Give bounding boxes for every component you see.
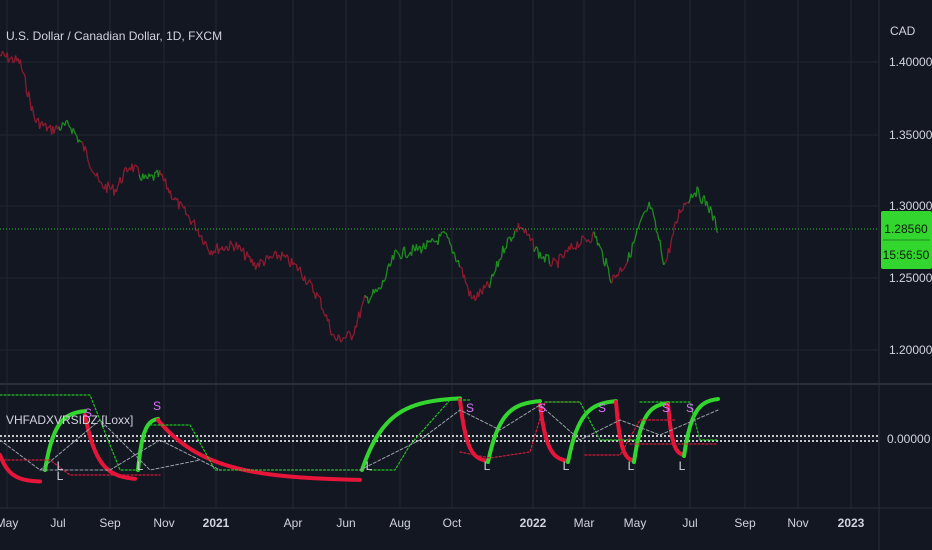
short-signal-marker: S: [686, 401, 694, 415]
price-tick-label: 1.40000: [889, 55, 932, 69]
long-signal-marker: L: [628, 459, 635, 473]
price-series[interactable]: [0, 50, 719, 343]
currency-label: CAD: [890, 24, 916, 38]
short-signal-marker: S: [153, 399, 161, 413]
time-tick-label: May: [0, 516, 18, 530]
long-signal-marker: L: [563, 459, 570, 473]
countdown-timer: 15:56:50: [883, 248, 930, 262]
time-axis[interactable]: May Jul Sep Nov 2021 Apr Jun Aug Oct 2022 Mar May Ju…: [0, 516, 865, 530]
time-tick-label: Apr: [284, 516, 303, 530]
time-tick-label: Jul: [682, 516, 697, 530]
time-tick-label: 2021: [203, 516, 230, 530]
indicator-axis-zero: 0.00000: [887, 432, 931, 446]
time-tick-label: May: [624, 516, 647, 530]
price-tick-label: 1.25000: [889, 271, 932, 285]
last-price-value: 1.28560: [884, 222, 928, 236]
time-tick-label: Sep: [99, 516, 121, 530]
indicator-name[interactable]: VHFADXVRSIDZ [Loxx]: [6, 413, 133, 427]
time-tick-label: Jun: [336, 516, 355, 530]
long-signal-marker: L: [679, 459, 686, 473]
price-tick-label: 1.30000: [889, 199, 932, 213]
long-signal-marker: L: [57, 469, 64, 483]
short-signal-marker: S: [598, 401, 606, 415]
price-axis[interactable]: 1.40000 1.35000 1.30000 1.25000 1.20000: [889, 55, 932, 357]
price-tick-label: 1.20000: [889, 343, 932, 357]
time-tick-label: 2022: [520, 516, 547, 530]
long-signal-marker: L: [366, 459, 373, 473]
time-tick-label: Mar: [574, 516, 595, 530]
price-tick-label: 1.35000: [889, 128, 932, 142]
time-tick-label: Oct: [443, 516, 462, 530]
symbol-title[interactable]: U.S. Dollar / Canadian Dollar, 1D, FXCM: [6, 29, 222, 43]
short-signal-marker: S: [538, 401, 546, 415]
time-tick-label: Nov: [153, 516, 174, 530]
short-signal-marker: S: [662, 401, 670, 415]
time-tick-label: Sep: [734, 516, 756, 530]
indicator-pane[interactable]: [0, 394, 879, 484]
long-signal-marker: L: [57, 459, 64, 473]
short-signal-marker: S: [84, 406, 92, 420]
time-tick-label: 2023: [838, 516, 865, 530]
last-price-badge: 1.28560 15:56:50: [881, 211, 932, 269]
time-tick-label: Aug: [389, 516, 410, 530]
long-signal-marker: L: [484, 459, 491, 473]
short-signal-marker: S: [466, 401, 474, 415]
time-tick-label: Jul: [50, 516, 65, 530]
time-tick-label: Nov: [787, 516, 808, 530]
long-signal-marker: L: [137, 459, 144, 473]
